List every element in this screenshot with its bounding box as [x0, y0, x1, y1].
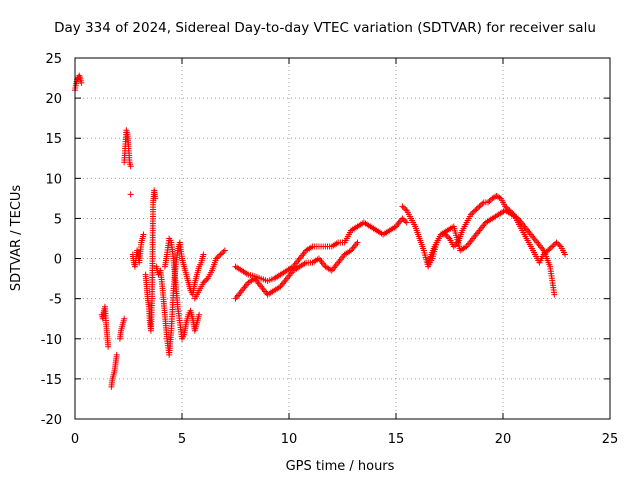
x-tick-label: 0: [71, 432, 79, 447]
y-tick-label: 0: [54, 253, 62, 268]
data-point: [354, 239, 361, 246]
data-point: [127, 163, 134, 170]
data-point: [473, 206, 480, 213]
data-point: [78, 79, 85, 86]
data-point: [105, 343, 112, 350]
y-tick-label: -20: [41, 413, 62, 428]
x-tick-label: 20: [495, 432, 512, 447]
data-point: [400, 216, 407, 223]
y-tick-label: 20: [45, 92, 62, 107]
data-point: [218, 250, 225, 257]
x-axis-label: GPS time / hours: [286, 459, 395, 474]
data-point: [214, 254, 221, 261]
data-point: [203, 276, 210, 283]
y-tick-label: 10: [45, 172, 62, 187]
data-point: [477, 202, 484, 209]
x-tick-labels: 0 5 10 15 20 25: [71, 432, 618, 447]
data-point: [452, 242, 459, 249]
data-point: [200, 251, 207, 258]
data-point: [470, 208, 477, 215]
data-point: [220, 248, 227, 255]
data-point: [196, 311, 203, 318]
data-point: [140, 231, 147, 238]
data-point: [546, 246, 553, 253]
data-point: [221, 247, 228, 254]
grid-lines: [75, 58, 610, 419]
x-tick-label: 15: [388, 432, 405, 447]
x-tick-label: 25: [602, 432, 619, 447]
data-point: [551, 291, 558, 298]
data-point: [553, 239, 560, 246]
y-tick-label: -5: [49, 293, 62, 308]
data-point: [475, 204, 482, 211]
plot-frame: [74, 57, 611, 420]
data-point: [554, 240, 561, 247]
chart-title: Day 334 of 2024, Sidereal Day-to-day VTE…: [54, 20, 596, 36]
data-point: [443, 232, 450, 239]
y-tick-label: 5: [54, 212, 62, 227]
data-point: [402, 206, 409, 213]
data-point: [402, 218, 409, 225]
x-tick-label: 10: [281, 432, 298, 447]
data-point: [217, 251, 224, 258]
data-point: [200, 279, 207, 286]
y-tick-label: -15: [41, 373, 62, 388]
data-point: [562, 251, 569, 258]
x-tick-label: 5: [178, 432, 186, 447]
data-point: [485, 199, 492, 206]
data-point: [547, 244, 554, 251]
data-point: [113, 351, 120, 358]
data-point: [486, 198, 493, 205]
data-point: [201, 278, 208, 285]
data-point: [556, 242, 563, 249]
data-point: [152, 195, 159, 202]
data-point: [469, 210, 476, 217]
y-tick-label: 15: [45, 132, 62, 147]
data-point: [399, 215, 406, 222]
data-point: [467, 211, 474, 218]
data-point: [472, 207, 479, 214]
data-point: [121, 315, 128, 322]
y-axis-label: SDTVAR / TECUs: [9, 185, 24, 292]
data-point: [399, 203, 406, 210]
y-tick-labels: -20 -15 -10 -5 0 5 10 15 20 25: [41, 52, 62, 428]
data-point: [450, 243, 457, 250]
y-tick-label: -10: [41, 333, 62, 348]
data-point: [216, 252, 223, 259]
data-point: [127, 191, 134, 198]
data-point: [213, 255, 220, 262]
data-point: [549, 243, 556, 250]
axis-ticks: [74, 57, 611, 420]
data-point: [403, 219, 410, 226]
y-tick-label: 25: [45, 52, 62, 67]
data-point: [479, 200, 486, 207]
data-point: [476, 203, 483, 210]
data-points: [72, 72, 569, 390]
data-point: [400, 204, 407, 211]
data-point: [445, 234, 452, 241]
data-point: [550, 242, 557, 249]
